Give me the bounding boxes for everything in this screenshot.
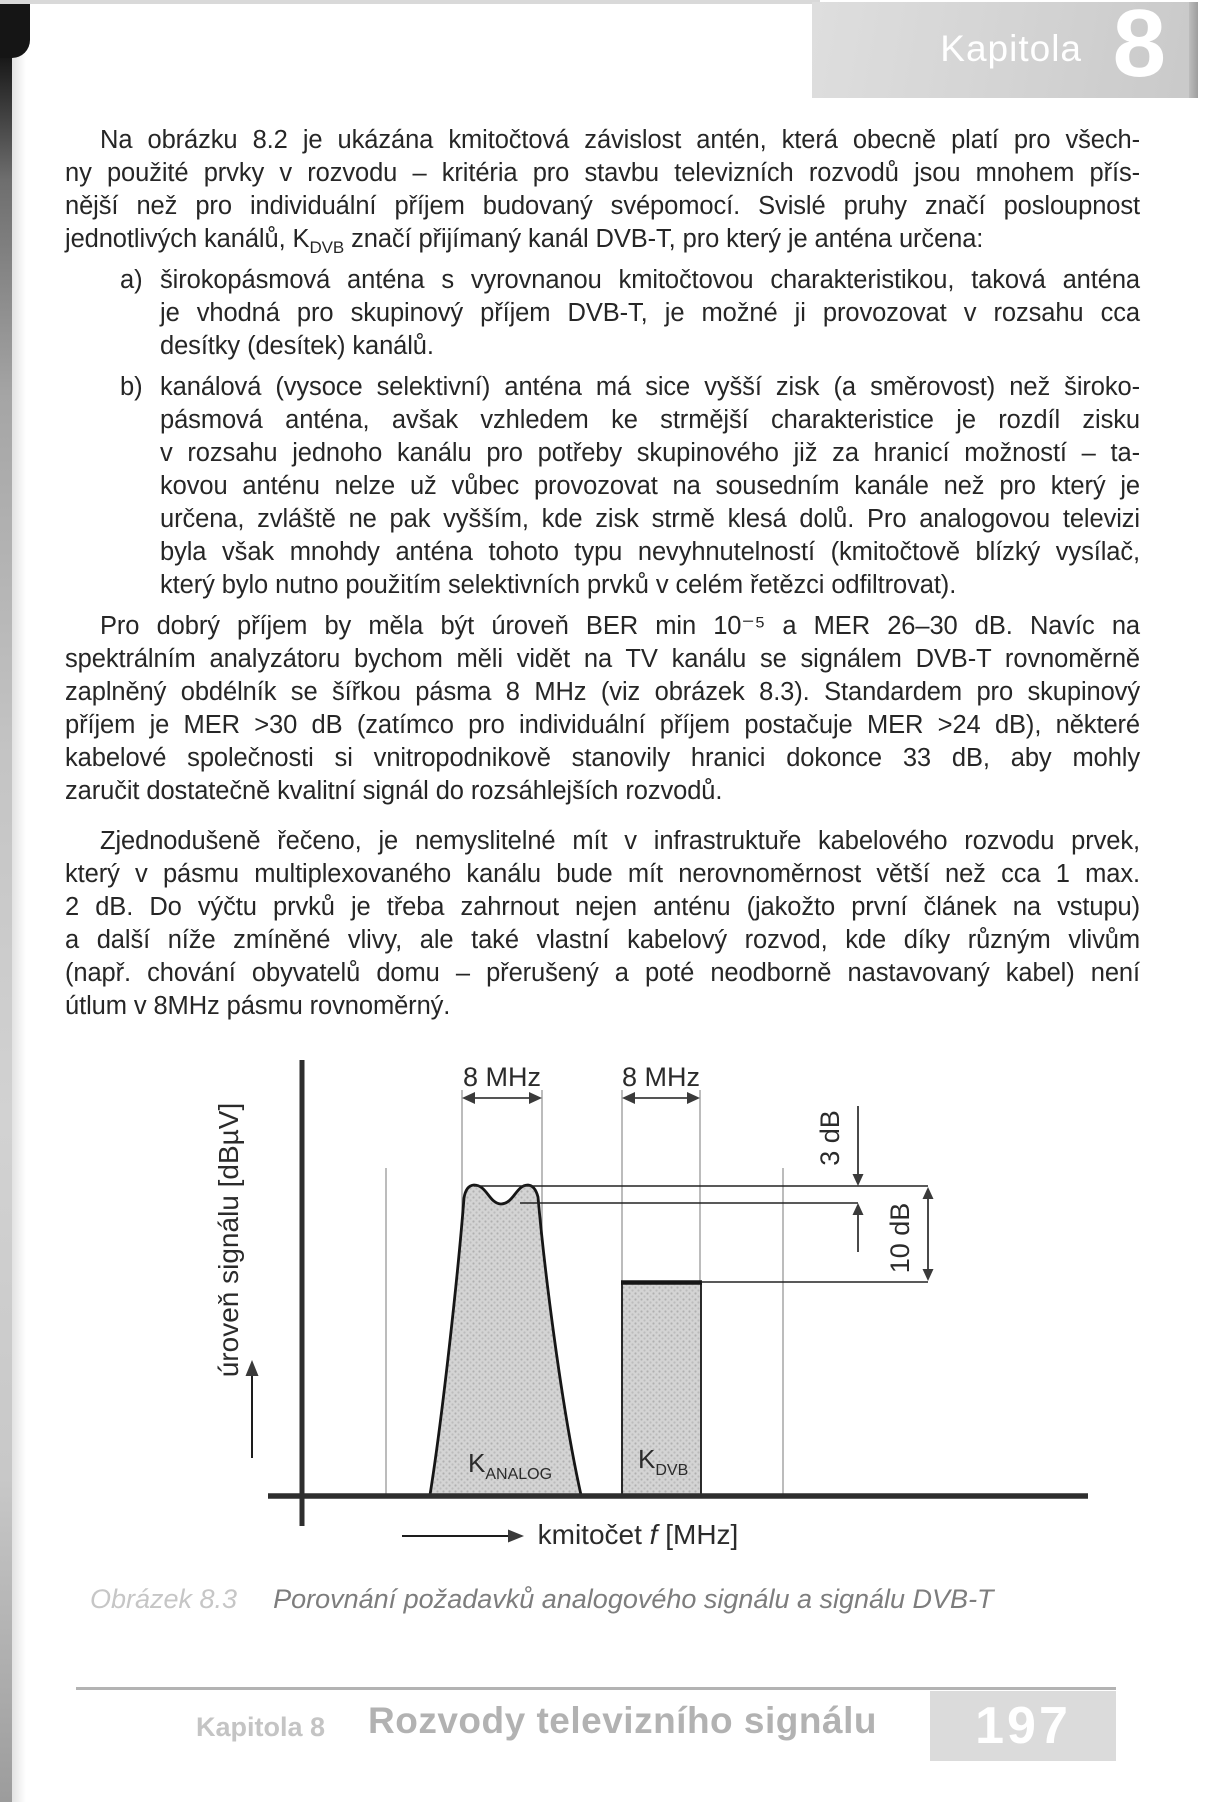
list-item-b: b) kanálová (vysoce selektivní) anténa m… xyxy=(65,371,1140,602)
subscript-dvb: DVB xyxy=(309,238,345,257)
figure-caption-label: Obrázek 8.3 xyxy=(90,1584,238,1614)
paragraph-line: je vhodná pro skupinový příjem DVB-T, je… xyxy=(160,299,1140,327)
x-axis-label-word: kmitočet xyxy=(538,1519,650,1550)
arrowhead-down-icon xyxy=(852,1174,864,1186)
paragraph-1: Na obrázku 8.2 je ukázána kmitočtová záv… xyxy=(65,124,1140,256)
paragraph-3: Zjednodušeně řečeno, je nemyslitelné mít… xyxy=(65,825,1140,1023)
x-axis-label-unit: [MHz] xyxy=(657,1519,738,1550)
text-run: jednotlivých kanálů, K xyxy=(65,225,310,253)
arrowhead-down-icon xyxy=(922,1269,934,1281)
paragraph-line: příjem je MER >30 dB (zatímco pro indivi… xyxy=(65,711,1140,739)
paragraph-line: zaplněný obdélník se šířkou pásma 8 MHz … xyxy=(65,678,1140,706)
paragraph-2: Pro dobrý příjem by měla být úroveň BER … xyxy=(65,610,1140,808)
arrowhead-right-icon xyxy=(508,1529,524,1543)
list-item-a: a) širokopásmová anténa s vyrovnanou kmi… xyxy=(65,264,1140,363)
bandwidth-dimension-analog xyxy=(462,1092,542,1104)
footer-book-title: Rozvody televizního signálu xyxy=(368,1700,877,1741)
analog-bandwidth-label: 8 MHz xyxy=(463,1062,541,1092)
paragraph-line: širokopásmová anténa s vyrovnanou kmitoč… xyxy=(160,266,1140,294)
footer-divider xyxy=(76,1687,1116,1690)
paragraph-line: kanálová (vysoce selektivní) anténa má s… xyxy=(160,373,1140,401)
paragraph-line: v rozsahu jednoho kanálu pro potřeby sku… xyxy=(160,439,1140,467)
paragraph-line: pásmová anténa, avšak vzhledem ke strměj… xyxy=(160,406,1140,434)
channel-symbol: K xyxy=(638,1444,656,1474)
list-marker: b) xyxy=(120,373,143,401)
channel-subscript: DVB xyxy=(655,1462,688,1479)
level-difference-dimension xyxy=(922,1187,934,1281)
y-axis-label: úroveň signálu [dBµV] xyxy=(213,1103,244,1378)
x-direction-arrow xyxy=(402,1529,524,1543)
paragraph-line: Zjednodušeně řečeno, je nemyslitelné mít… xyxy=(100,827,1140,855)
paragraph-line: kabelové společnosti si vnitropodnikově … xyxy=(65,744,1140,772)
paragraph-line: kovou anténu nelze už vůbec provozovat n… xyxy=(160,472,1140,500)
figure-caption: Obrázek 8.3 Porovnání požadavků analogové… xyxy=(90,1584,994,1615)
paragraph-line: určena, zvláště ne pak vyšším, kde zisk … xyxy=(160,505,1140,533)
paragraph-line: desítky (desítek) kanálů. xyxy=(160,332,434,360)
analog-channel-label: KANALOG xyxy=(468,1448,552,1483)
reference-level-lines xyxy=(474,1185,928,1283)
analog-signal-shape xyxy=(428,1183,583,1497)
body-text: Na obrázku 8.2 je ukázána kmitočtová záv… xyxy=(65,124,1140,1031)
level-10db-label: 10 dB xyxy=(885,1203,915,1274)
paragraph-line: byla však mnohdy anténa tohoto typu nevy… xyxy=(160,538,1140,566)
chapter-header-box: Kapitola 8 xyxy=(812,0,1198,98)
chapter-box-edge xyxy=(1189,2,1198,98)
figure-8-3-signal-comparison-chart: 8 MHz 8 MHz 3 dB 10 dB úroveň signálu [d… xyxy=(213,1060,1088,1550)
scan-edge-fade xyxy=(12,0,26,1802)
scan-edge-left xyxy=(0,0,12,1802)
paragraph-line: nější než pro individuální příjem budova… xyxy=(65,192,1140,220)
arrowhead-right-icon xyxy=(687,1092,700,1104)
paragraph-line: Na obrázku 8.2 je ukázána kmitočtová záv… xyxy=(100,126,1140,154)
channel-subscript: ANALOG xyxy=(485,1466,552,1483)
scan-edge-top xyxy=(0,0,820,4)
text-run: značí přijímaný kanál DVB-T, pro který j… xyxy=(344,225,984,253)
paragraph-line: Pro dobrý příjem by měla být úroveň BER … xyxy=(100,612,1140,640)
arrowhead-up-icon xyxy=(852,1203,864,1215)
dvb-channel-label: KDVB xyxy=(638,1444,688,1479)
arrowhead-up-icon xyxy=(245,1360,259,1376)
y-direction-arrow xyxy=(245,1360,259,1458)
ripple-3db-label: 3 dB xyxy=(815,1110,845,1166)
list-item-body: kanálová (vysoce selektivní) anténa má s… xyxy=(160,371,1140,602)
channel-symbol: K xyxy=(468,1448,486,1478)
paragraph-line: útlum v 8MHz pásmu rovnoměrný. xyxy=(65,992,451,1020)
page-number-box: 197 xyxy=(930,1691,1116,1761)
arrowhead-up-icon xyxy=(922,1187,934,1199)
chapter-label: Kapitola xyxy=(940,28,1082,69)
x-axis-label: kmitočet f [MHz] xyxy=(538,1519,739,1550)
paragraph-line: který bylo nutno použitím selektivních p… xyxy=(160,571,957,599)
chapter-number: 8 xyxy=(1112,0,1166,97)
ripple-dimension xyxy=(852,1106,864,1252)
paragraph-line: ny použité prvky v rozvodu – kritéria pr… xyxy=(65,159,1140,187)
scan-corner-blob xyxy=(0,0,30,58)
page-number: 197 xyxy=(975,1697,1071,1755)
bandwidth-dimension-dvb xyxy=(622,1092,700,1104)
dvb-bandwidth-label: 8 MHz xyxy=(622,1062,700,1092)
arrowhead-left-icon xyxy=(462,1092,475,1104)
arrowhead-right-icon xyxy=(529,1092,542,1104)
paragraph-line: jednotlivých kanálů, KDVB značí přijíman… xyxy=(65,223,1140,256)
paragraph-line: 2 dB. Do výčtu prvků je třeba zahrnout n… xyxy=(65,893,1140,921)
paragraph-line: (např. chování obyvatelů domu – přerušen… xyxy=(65,959,1140,987)
x-axis-frequency-symbol: f xyxy=(650,1519,661,1550)
arrowhead-left-icon xyxy=(622,1092,635,1104)
figure-caption-text: Porovnání požadavků analogového signálu … xyxy=(273,1584,994,1614)
footer-chapter: Kapitola 8 xyxy=(196,1712,326,1742)
paragraph-line: zaručit dostatečně kvalitní signál do ro… xyxy=(65,777,723,805)
list-item-body: širokopásmová anténa s vyrovnanou kmitoč… xyxy=(160,264,1140,363)
list-marker: a) xyxy=(120,266,143,294)
paragraph-line: který v pásmu multiplexovaného kanálu bu… xyxy=(65,860,1140,888)
paragraph-line: spektrálním analyzátoru bychom měli vidě… xyxy=(65,645,1140,673)
paragraph-line: a další níže zmíněné vlivy, ale také vla… xyxy=(65,926,1140,954)
